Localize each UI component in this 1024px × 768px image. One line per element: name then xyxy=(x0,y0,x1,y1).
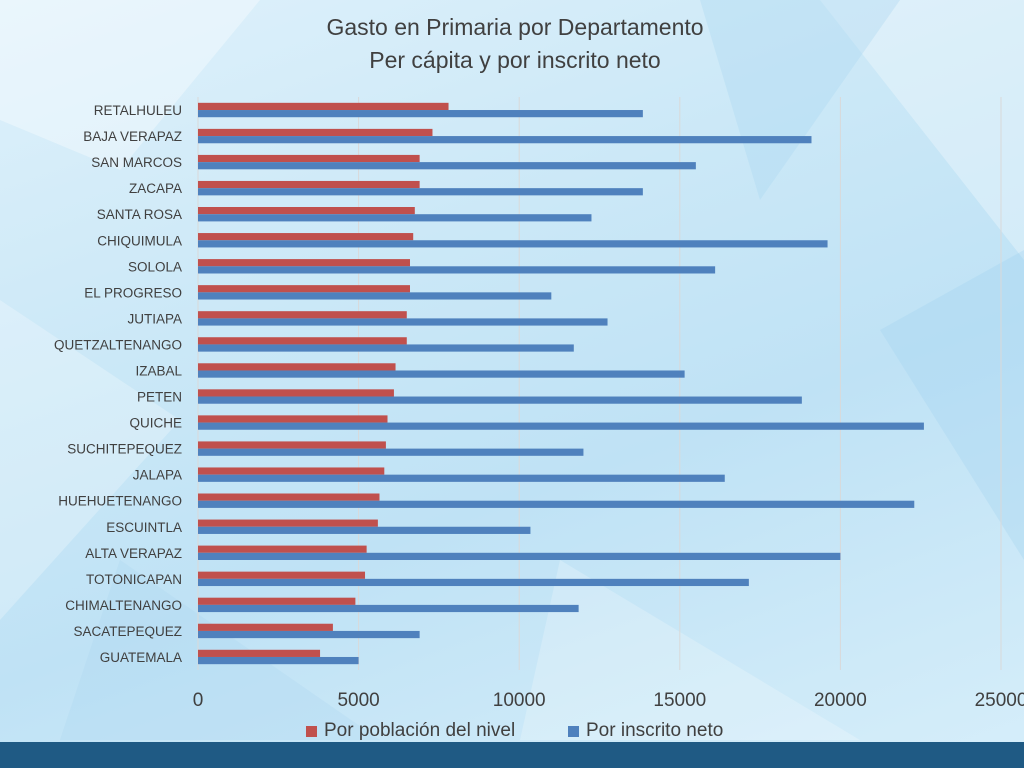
bar-inscrito-suchitepequez xyxy=(198,448,584,456)
bar-inscrito-quiche xyxy=(198,422,924,430)
bar-poblacion-jutiapa xyxy=(198,311,407,319)
category-label: ZACAPA xyxy=(129,181,182,196)
bar-inscrito-quetzaltenango xyxy=(198,344,574,352)
chart-title: Gasto en Primaria por Departamento xyxy=(326,14,704,40)
bar-poblacion-zacapa xyxy=(198,180,420,189)
bar-poblacion-jalapa xyxy=(198,467,385,475)
x-tick-label: 25000 xyxy=(975,690,1024,711)
bar-poblacion-solola xyxy=(198,259,410,267)
x-tick-label: 10000 xyxy=(493,690,546,711)
x-axis-tick-labels: 0 5000 10000 15000 20000 25000 xyxy=(193,690,1024,711)
category-label: SACATEPEQUEZ xyxy=(73,624,182,639)
bar-poblacion-santa-rosa xyxy=(198,207,415,215)
bar-inscrito-san-marcos xyxy=(198,162,696,170)
category-label: IZABAL xyxy=(135,363,182,378)
bar-inscrito-alta-verapaz xyxy=(198,552,841,560)
category-label: QUETZALTENANGO xyxy=(54,337,182,352)
bar-poblacion-peten xyxy=(198,389,394,397)
legend: Por población del nivel Por inscrito net… xyxy=(0,720,1024,746)
legend-item-series1: Por población del nivel xyxy=(306,720,515,742)
category-label: ALTA VERAPAZ xyxy=(85,546,182,561)
legend-item-series2: Por inscrito neto xyxy=(568,720,723,742)
bar-poblacion-suchitepequez xyxy=(198,441,386,449)
category-label: SOLOLA xyxy=(128,259,182,274)
bar-poblacion-chimaltenango xyxy=(198,597,356,605)
bar-poblacion-quetzaltenango xyxy=(198,337,407,345)
category-label: JALAPA xyxy=(133,468,182,483)
bar-poblacion-escuintla xyxy=(198,519,378,527)
category-label: CHIMALTENANGO xyxy=(65,598,182,613)
category-label: BAJA VERAPAZ xyxy=(83,129,182,144)
x-tick-label: 20000 xyxy=(814,690,867,711)
category-label: TOTONICAPAN xyxy=(86,572,182,587)
category-label: SANTA ROSA xyxy=(97,207,182,222)
footer-band xyxy=(0,742,1024,768)
bar-inscrito-retalhuleu xyxy=(198,110,643,118)
bar-poblacion-sacatepequez xyxy=(198,623,333,631)
bar-inscrito-sacatepequez xyxy=(198,630,420,639)
bar-inscrito-solola xyxy=(198,266,716,274)
bar-inscrito-baja-verapaz xyxy=(198,136,812,144)
category-label: SUCHITEPEQUEZ xyxy=(67,442,182,457)
chart-subtitle: Per cápita y por inscrito neto xyxy=(369,47,661,73)
bar-inscrito-santa-rosa xyxy=(198,214,592,222)
bar-inscrito-el-progreso xyxy=(198,292,552,300)
bar-inscrito-chiquimula xyxy=(198,240,828,248)
category-label: QUICHE xyxy=(129,416,182,431)
category-label: SAN MARCOS xyxy=(91,155,182,170)
x-tick-label: 0 xyxy=(193,690,204,711)
legend-label-series1: Por población del nivel xyxy=(324,720,516,741)
x-tick-label: 5000 xyxy=(337,690,379,711)
bar-poblacion-retalhuleu xyxy=(198,102,449,111)
legend-swatch-series2 xyxy=(568,725,579,737)
category-label: CHIQUIMULA xyxy=(97,233,182,248)
bar-inscrito-totonicapan xyxy=(198,578,749,587)
bar-poblacion-izabal xyxy=(198,363,396,371)
bar-poblacion-guatemala xyxy=(198,649,321,657)
bar-poblacion-chiquimula xyxy=(198,233,414,241)
bar-inscrito-huehuetenango xyxy=(198,500,915,508)
bar-poblacion-baja-verapaz xyxy=(198,128,433,137)
bar-inscrito-peten xyxy=(198,396,802,404)
legend-swatch-series1 xyxy=(306,725,317,737)
bar-inscrito-escuintla xyxy=(198,526,531,534)
bar-poblacion-quiche xyxy=(198,415,388,423)
category-label: GUATEMALA xyxy=(100,650,182,665)
bar-poblacion-el-progreso xyxy=(198,285,410,293)
bar-inscrito-jutiapa xyxy=(198,318,608,326)
legend-label-series2: Por inscrito neto xyxy=(586,720,724,741)
bar-inscrito-izabal xyxy=(198,370,685,378)
bar-inscrito-jalapa xyxy=(198,474,725,482)
category-label: JUTIAPA xyxy=(127,311,182,326)
category-label: EL PROGRESO xyxy=(84,285,182,300)
category-label: HUEHUETENANGO xyxy=(58,494,182,509)
x-tick-label: 15000 xyxy=(653,690,706,711)
bars xyxy=(198,102,924,665)
bar-inscrito-zacapa xyxy=(198,188,643,196)
category-label: RETALHULEU xyxy=(94,103,182,118)
bar-inscrito-chimaltenango xyxy=(198,604,579,613)
category-label: ESCUINTLA xyxy=(106,520,182,535)
bar-poblacion-san-marcos xyxy=(198,154,420,163)
bar-poblacion-alta-verapaz xyxy=(198,545,367,553)
category-labels: RETALHULEU BAJA VERAPAZ SAN MARCOS ZACAPA SA… xyxy=(54,103,182,665)
category-label: PETEN xyxy=(137,390,182,405)
bar-poblacion-huehuetenango xyxy=(198,493,380,501)
bar-inscrito-guatemala xyxy=(198,656,359,665)
bar-poblacion-totonicapan xyxy=(198,571,366,579)
